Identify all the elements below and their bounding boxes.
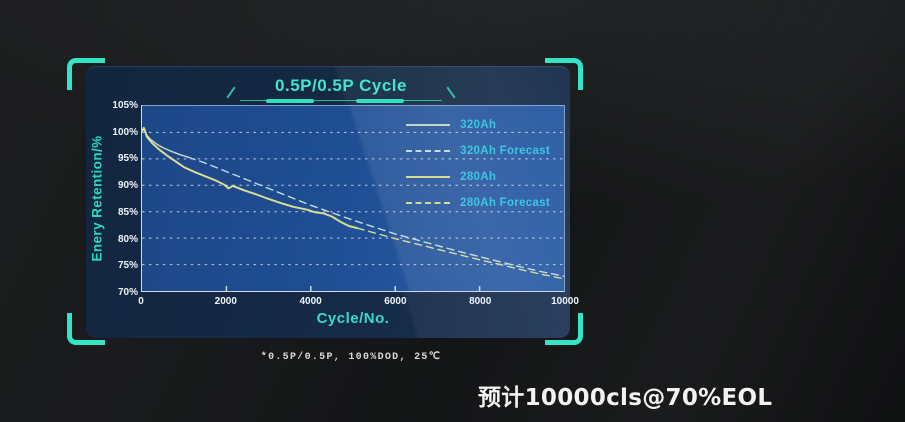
y-tick-label: 95% <box>117 153 138 165</box>
corner-bracket-bottom-right <box>545 313 583 345</box>
legend-item: 320Ah <box>406 112 550 138</box>
plot-area: 320Ah 320Ah Forecast 280Ah 280Ah Forecast <box>141 105 565 292</box>
eol-forecast-annotation: 预计10000cls@70%EOL <box>478 385 773 411</box>
x-tick-label: 8000 <box>469 296 492 307</box>
legend-item-label: 280Ah Forecast <box>460 197 550 209</box>
y-tick-label: 100% <box>112 126 138 138</box>
series-line-320ah-forecast <box>187 156 565 277</box>
chart-legend: 320Ah 320Ah Forecast 280Ah 280Ah Forecast <box>406 112 550 216</box>
legend-item: 280Ah Forecast <box>406 190 550 216</box>
chart-canvas <box>141 126 565 291</box>
x-tick-label: 2000 <box>214 296 237 307</box>
y-tick-label: 80% <box>117 233 138 245</box>
y-tick-label: 90% <box>117 180 138 192</box>
chart-title: 0.5P/0.5P Cycle <box>275 76 407 95</box>
legend-item-label: 320Ah Forecast <box>460 145 550 157</box>
x-axis-label: Cycle/No. <box>316 310 390 327</box>
legend-line-sample <box>406 176 451 178</box>
y-tick-label: 75% <box>117 260 138 272</box>
legend-item: 280Ah <box>406 164 550 190</box>
corner-bracket-bottom-left <box>67 313 105 345</box>
x-tick-label: 10000 <box>551 296 579 307</box>
legend-item-label: 320Ah <box>460 119 497 131</box>
legend-line-sample <box>406 150 451 152</box>
y-tick-label: 105% <box>112 100 138 111</box>
series-line-280ah-forecast <box>356 227 565 280</box>
test-conditions-footnote: *0.5P/0.5P, 100%DOD, 25℃ <box>260 352 442 363</box>
y-tick-label: 85% <box>117 206 138 218</box>
y-tick-label: 70% <box>117 287 138 298</box>
legend-item: 320Ah Forecast <box>406 138 550 164</box>
x-tick-label: 6000 <box>384 296 407 307</box>
legend-item-label: 280Ah <box>460 171 497 183</box>
corner-bracket-top-right <box>545 58 583 90</box>
series-line-280ah <box>141 127 359 230</box>
title-underline <box>240 99 442 103</box>
corner-bracket-top-left <box>67 58 105 90</box>
legend-line-sample <box>406 202 451 204</box>
legend-line-sample <box>406 124 451 126</box>
x-tick-label: 4000 <box>299 296 322 307</box>
x-tick-label: 0 <box>138 296 144 307</box>
